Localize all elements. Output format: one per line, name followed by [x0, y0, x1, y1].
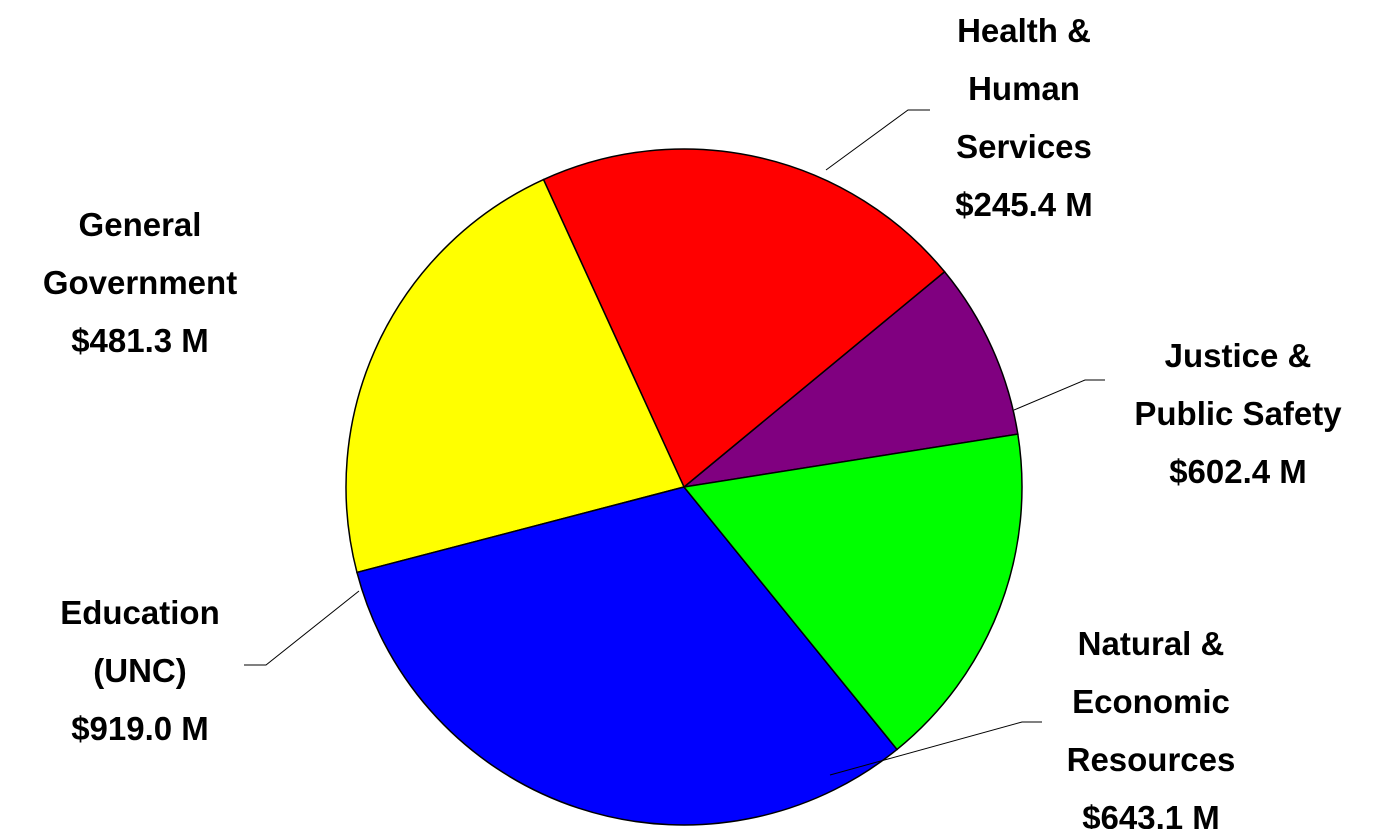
slice-category-label: Education: [60, 594, 220, 631]
slice-category-label: Services: [956, 128, 1092, 165]
leader-line: [825, 109, 930, 171]
leader-line: [244, 590, 360, 666]
slice-category-label: Health &: [957, 12, 1091, 49]
slice-category-label: General: [79, 206, 202, 243]
pie-slice: [542, 148, 946, 489]
slice-label: Natural & Economic Resources $643.1 M: [1067, 625, 1236, 829]
slice-value-label: $481.3 M: [71, 322, 209, 359]
leader-lines: [244, 109, 1105, 776]
slice-category-label: Government: [43, 264, 237, 301]
slice-category-label: Public Safety: [1134, 395, 1342, 432]
slice-category-label: Resources: [1067, 741, 1236, 778]
pie-slice: [345, 178, 686, 574]
pie-slice: [681, 270, 1019, 489]
pie-slice: [682, 433, 1023, 751]
slice-value-label: $602.4 M: [1169, 453, 1307, 490]
leader-line: [1013, 379, 1105, 411]
pie-slice: [356, 486, 899, 826]
slice-category-label: Justice &: [1165, 337, 1312, 374]
slice-label: Health & Human Services $245.4 M: [955, 12, 1093, 223]
slice-category-label: Natural &: [1078, 625, 1225, 662]
pie-slices: [345, 148, 1023, 826]
slice-label: Education (UNC) $919.0 M: [60, 594, 220, 747]
slice-value-label: $919.0 M: [71, 710, 209, 747]
slice-labels: Health & Human Services $245.4 M Justice & Pu…: [43, 12, 1342, 829]
slice-category-label: Economic: [1072, 683, 1230, 720]
slice-category-label: (UNC): [93, 652, 186, 689]
slice-value-label: $245.4 M: [955, 186, 1093, 223]
leader-line: [829, 721, 1042, 776]
slice-label: General Government $481.3 M: [43, 206, 237, 359]
slice-label: Justice & Public Safety $602.4 M: [1134, 337, 1342, 490]
slice-category-label: Human: [968, 70, 1080, 107]
slice-value-label: $643.1 M: [1082, 799, 1220, 829]
